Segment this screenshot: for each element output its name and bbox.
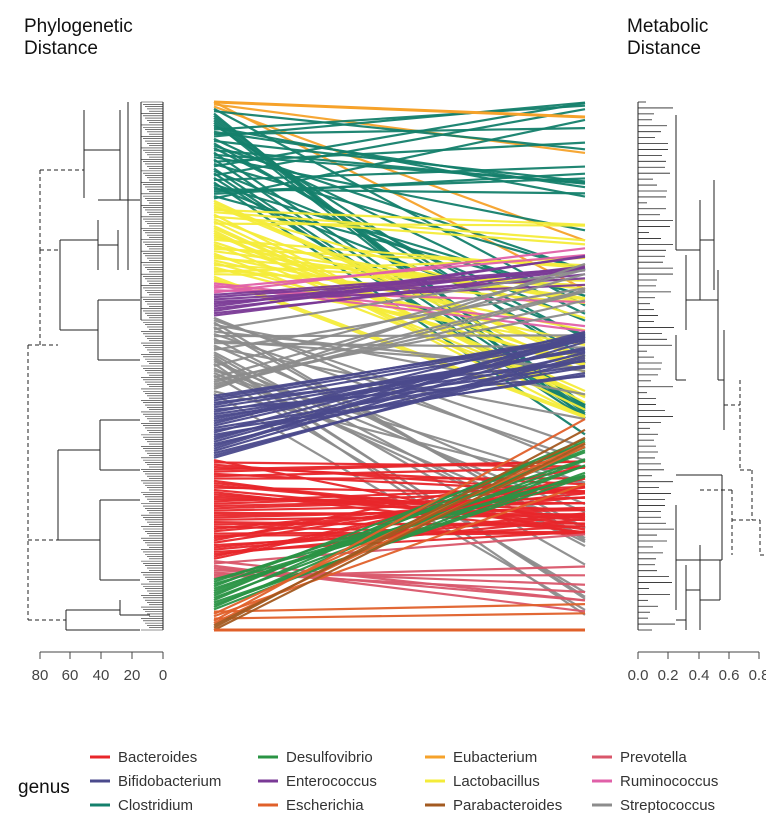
right-axis-tick-label: 0.8	[749, 667, 766, 684]
connection-streptococcus	[213, 287, 586, 352]
genus-legend: genus Bacteroides Bifidobacterium Clostridi…	[18, 749, 718, 814]
connection-streptococcus	[213, 339, 586, 370]
connection-streptococcus	[213, 262, 586, 390]
connection-eubacterium	[213, 100, 586, 119]
phylogenetic-distance-title: Phylogenetic Distance	[24, 16, 133, 60]
right-title-line1: Metabolic	[627, 16, 709, 37]
metabolic-axis: 0.0 0.2 0.4 0.6 0.8	[628, 651, 766, 684]
connection-bifidobacterium	[213, 330, 586, 425]
connection-streptococcus	[213, 289, 586, 384]
right-axis-tick-label: 0.6	[719, 667, 740, 684]
legend-label: Bifidobacterium	[118, 773, 221, 790]
connection-clostridium	[213, 172, 586, 195]
connection-escherichia	[213, 603, 586, 613]
legend-label: Clostridium	[118, 797, 193, 814]
left-axis-tick-label: 20	[124, 667, 141, 684]
right-title-line2: Distance	[627, 38, 701, 59]
connection-ruminococcus	[213, 247, 586, 294]
connection-clostridium	[213, 126, 586, 136]
right-axis-tick-label: 0.4	[689, 667, 710, 684]
connection-lactobacillus	[213, 247, 586, 267]
legend-label: Bacteroides	[118, 749, 197, 766]
connection-bacteroides	[213, 492, 586, 531]
connection-lactobacillus	[213, 211, 586, 242]
connection-clostridium	[213, 141, 586, 163]
left-axis-tick-label: 40	[93, 667, 110, 684]
connection-bifidobacterium	[213, 375, 586, 411]
left-axis-tick-label: 80	[32, 667, 49, 684]
right-axis-tick-label: 0.2	[658, 667, 679, 684]
connection-clostridium	[213, 139, 586, 183]
metabolic-dendrogram	[637, 101, 766, 631]
left-axis-tick-label: 60	[62, 667, 79, 684]
legend-label: Lactobacillus	[453, 773, 540, 790]
connection-lactobacillus	[213, 257, 586, 290]
connection-escherichia	[213, 418, 586, 622]
connection-lactobacillus	[213, 222, 586, 227]
connection-clostridium	[213, 156, 586, 232]
connection-lactobacillus	[213, 208, 586, 226]
phylogenetic-dendrogram	[27, 101, 164, 631]
left-axis-tick-label: 0	[159, 667, 167, 684]
legend-label: Ruminococcus	[620, 773, 718, 790]
connection-clostridium	[213, 177, 586, 193]
connection-clostridium	[213, 165, 586, 182]
legend-label: Eubacterium	[453, 749, 537, 766]
connection-desulfovibrio	[213, 471, 586, 606]
connection-clostridium	[213, 144, 586, 271]
connection-parabacteroides	[213, 443, 586, 631]
left-title-line1: Phylogenetic	[24, 16, 133, 37]
metabolic-distance-title: Metabolic Distance	[627, 16, 708, 60]
connection-bifidobacterium	[213, 352, 586, 439]
connection-parabacteroides	[213, 428, 586, 629]
legend-label: Parabacteroides	[453, 797, 562, 814]
connection-lactobacillus	[213, 215, 586, 246]
left-title-line2: Distance	[24, 38, 98, 59]
connection-enterococcus	[213, 268, 586, 317]
phylogenetic-axis: 80 60 40 20 0	[32, 651, 167, 684]
connection-clostridium	[213, 101, 586, 138]
connection-lines	[213, 100, 586, 632]
connection-enterococcus	[213, 254, 586, 312]
connection-bifidobacterium	[213, 340, 586, 452]
right-axis-tick-label: 0.0	[628, 667, 649, 684]
connection-bifidobacterium	[213, 366, 586, 430]
connection-desulfovibrio	[213, 438, 586, 597]
connection-bifidobacterium	[213, 350, 586, 459]
legend-label: Enterococcus	[286, 773, 377, 790]
connection-clostridium	[213, 104, 586, 131]
connection-bifidobacterium	[213, 337, 586, 402]
legend-label: Escherichia	[286, 797, 364, 814]
legend-title: genus	[18, 777, 70, 798]
connection-bacteroides	[213, 501, 586, 512]
legend-label: Streptococcus	[620, 797, 715, 814]
connection-bifidobacterium	[213, 334, 586, 400]
legend-label: Desulfovibrio	[286, 749, 373, 766]
legend-label: Prevotella	[620, 749, 687, 766]
connection-clostridium	[213, 118, 586, 200]
connection-escherichia	[213, 612, 586, 620]
connection-streptococcus	[213, 268, 586, 331]
connection-clostridium	[213, 108, 586, 177]
connection-bifidobacterium	[213, 331, 586, 450]
connection-bacteroides	[213, 522, 586, 526]
connection-streptococcus	[213, 290, 586, 388]
